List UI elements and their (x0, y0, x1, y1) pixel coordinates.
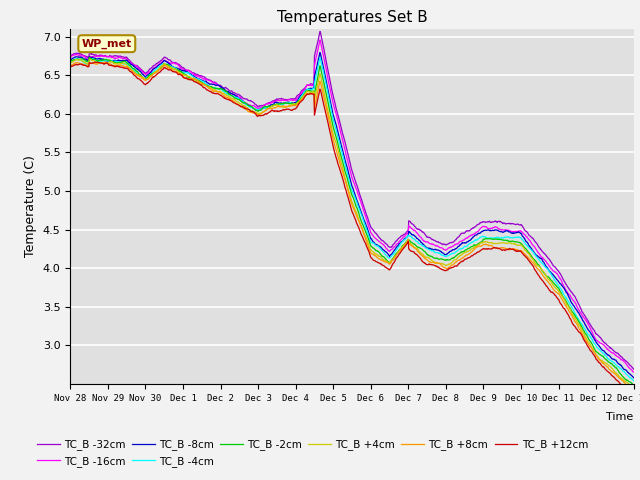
TC_B -8cm (301, 88, 309, 94)
TC_B -2cm (191, 77, 199, 83)
TC_B -4cm (532, 252, 540, 258)
TC_B +12cm (301, 93, 309, 99)
Line: TC_B +8cm: TC_B +8cm (70, 62, 634, 391)
TC_B -8cm (191, 74, 198, 80)
TC_B -8cm (532, 252, 540, 257)
TC_B -2cm (532, 258, 540, 264)
TC_B +8cm (67, 62, 74, 68)
TC_B +8cm (630, 388, 637, 394)
TC_B -16cm (67, 54, 74, 60)
TC_B -16cm (301, 86, 309, 92)
TC_B -16cm (580, 315, 588, 321)
Line: TC_B +12cm: TC_B +12cm (70, 62, 634, 396)
TC_B -16cm (316, 37, 324, 43)
TC_B -2cm (67, 59, 74, 64)
TC_B -4cm (580, 325, 588, 331)
TC_B -32cm (191, 71, 198, 76)
Line: TC_B -16cm: TC_B -16cm (70, 40, 634, 372)
TC_B +4cm (630, 386, 637, 392)
TC_B -16cm (532, 245, 540, 251)
TC_B -8cm (67, 57, 74, 63)
TC_B -2cm (580, 328, 588, 334)
TC_B +12cm (191, 79, 199, 85)
TC_B +4cm (191, 78, 199, 84)
TC_B +4cm (67, 60, 74, 66)
TC_B -4cm (630, 378, 637, 384)
TC_B +8cm (532, 264, 540, 269)
Y-axis label: Temperature (C): Temperature (C) (24, 156, 37, 257)
TC_B -32cm (439, 242, 447, 248)
TC_B -2cm (439, 256, 447, 262)
TC_B +8cm (580, 334, 588, 340)
TC_B +12cm (288, 108, 296, 113)
Title: Temperatures Set B: Temperatures Set B (276, 10, 428, 25)
Line: TC_B -4cm: TC_B -4cm (70, 58, 634, 381)
TC_B +8cm (288, 103, 296, 109)
TC_B -8cm (287, 100, 295, 106)
TC_B +8cm (191, 76, 199, 82)
TC_B +8cm (101, 59, 109, 65)
Line: TC_B -32cm: TC_B -32cm (70, 32, 634, 369)
TC_B -4cm (316, 55, 324, 60)
TC_B -2cm (288, 100, 296, 106)
TC_B +12cm (580, 337, 588, 343)
TC_B -4cm (191, 75, 198, 81)
TC_B +12cm (532, 267, 540, 273)
TC_B -4cm (301, 88, 309, 94)
TC_B +12cm (439, 267, 447, 273)
TC_B -16cm (439, 246, 447, 252)
TC_B -4cm (287, 100, 295, 106)
TC_B -2cm (85, 55, 93, 60)
Line: TC_B -8cm: TC_B -8cm (70, 53, 634, 378)
TC_B -8cm (316, 50, 324, 56)
TC_B -32cm (580, 312, 588, 317)
TC_B +4cm (532, 261, 540, 266)
TC_B -32cm (316, 29, 324, 35)
Legend: TC_B -32cm, TC_B -16cm, TC_B -8cm, TC_B -4cm, TC_B -2cm, TC_B +4cm, TC_B +8cm, T: TC_B -32cm, TC_B -16cm, TC_B -8cm, TC_B … (33, 435, 592, 471)
TC_B +12cm (92, 59, 99, 65)
TC_B -8cm (580, 319, 588, 325)
TC_B -8cm (630, 375, 637, 381)
TC_B -16cm (287, 97, 295, 103)
TC_B -2cm (630, 382, 637, 388)
TC_B -4cm (67, 59, 74, 64)
TC_B +12cm (67, 63, 74, 69)
TC_B +4cm (580, 331, 588, 336)
TC_B +12cm (630, 393, 637, 398)
Text: WP_met: WP_met (82, 38, 132, 49)
TC_B -32cm (67, 53, 74, 59)
Line: TC_B -2cm: TC_B -2cm (70, 58, 634, 385)
TC_B -32cm (630, 366, 637, 372)
Line: TC_B +4cm: TC_B +4cm (70, 59, 634, 389)
TC_B +8cm (439, 264, 447, 270)
TC_B +4cm (288, 102, 296, 108)
TC_B -32cm (532, 239, 540, 245)
TC_B -16cm (630, 369, 637, 375)
TC_B +8cm (301, 93, 309, 98)
TC_B -32cm (287, 96, 295, 102)
TC_B -32cm (301, 85, 309, 91)
TC_B -16cm (191, 72, 198, 77)
TC_B +4cm (301, 90, 309, 96)
Text: Time: Time (606, 412, 634, 422)
TC_B +4cm (439, 261, 447, 266)
TC_B -8cm (439, 250, 447, 256)
TC_B -4cm (439, 252, 447, 258)
TC_B -2cm (301, 90, 309, 96)
TC_B +4cm (86, 56, 94, 62)
